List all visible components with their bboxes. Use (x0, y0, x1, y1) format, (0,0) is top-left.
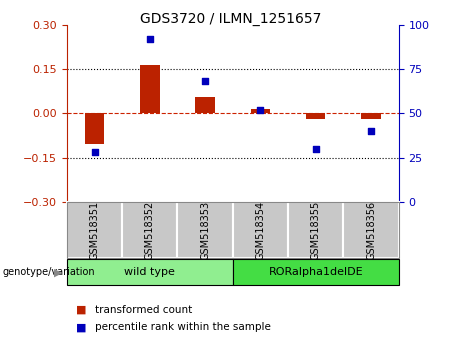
Point (257, 107, 264, 113)
Bar (122, 202, 177, 258)
Point (146, 36, 154, 42)
Text: GSM518355: GSM518355 (311, 200, 321, 260)
Text: ■: ■ (76, 305, 87, 315)
Bar (67, 202, 122, 258)
Bar (343, 202, 399, 258)
Bar (233, 259, 399, 285)
Bar (233, 202, 288, 258)
Text: GSM518354: GSM518354 (255, 200, 266, 260)
Bar (306, 113, 325, 119)
Bar (361, 113, 381, 119)
Text: wild type: wild type (124, 267, 175, 277)
Text: genotype/variation: genotype/variation (2, 267, 95, 277)
Text: ■: ■ (76, 322, 87, 332)
Bar (67, 259, 233, 285)
Bar (288, 202, 343, 258)
Point (201, 79, 209, 84)
Bar (177, 202, 233, 258)
Bar (195, 97, 215, 113)
Text: GSM518353: GSM518353 (200, 200, 210, 260)
Point (312, 146, 319, 152)
Text: GSM518352: GSM518352 (145, 200, 155, 260)
Bar (85, 113, 104, 144)
Text: percentile rank within the sample: percentile rank within the sample (95, 322, 271, 332)
Text: RORalpha1delDE: RORalpha1delDE (268, 267, 363, 277)
Point (367, 128, 375, 134)
Bar (140, 65, 160, 113)
Text: ▶: ▶ (54, 267, 63, 277)
Text: transformed count: transformed count (95, 305, 192, 315)
Point (91, 149, 98, 155)
Text: GDS3720 / ILMN_1251657: GDS3720 / ILMN_1251657 (140, 12, 321, 27)
Text: GSM518356: GSM518356 (366, 200, 376, 260)
Text: GSM518351: GSM518351 (89, 200, 100, 260)
Bar (251, 109, 270, 113)
